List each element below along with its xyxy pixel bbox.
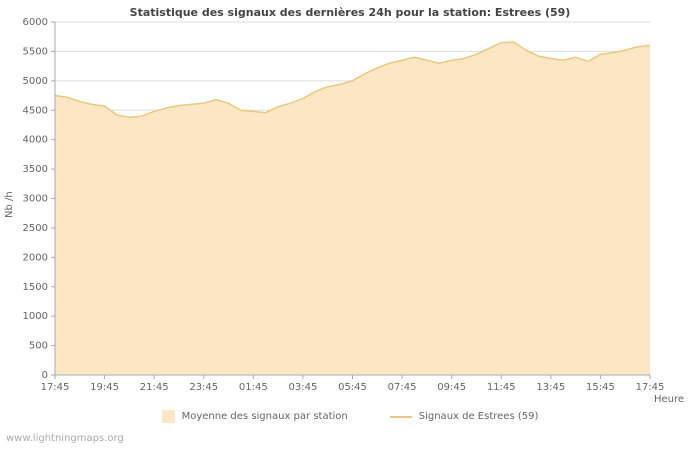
y-tick-label: 3000 [23,194,48,205]
area-series-average [55,42,650,376]
x-tick-label: 17:45 [41,382,70,393]
legend: Moyenne des signaux par station Signaux … [0,410,700,423]
y-tick-label: 500 [29,341,48,352]
y-tick-label: 5500 [23,46,48,57]
legend-label-average: Moyenne des signaux par station [181,411,348,422]
line-swatch-icon [389,415,412,418]
y-axis-label: Nb /h [4,191,15,218]
y-tick-label: 4500 [23,105,48,116]
y-tick-label: 4000 [23,135,48,146]
x-tick-label: 17:45 [636,382,665,393]
y-tick-label: 1500 [23,282,48,293]
x-tick-label: 11:45 [487,382,516,393]
x-tick-label: 07:45 [388,382,417,393]
y-tick-label: 0 [42,370,48,381]
x-tick-label: 21:45 [140,382,169,393]
y-tick-label: 1000 [23,311,48,322]
x-tick-label: 19:45 [90,382,119,393]
watermark: www.lightningmaps.org [6,433,124,444]
y-tick-label: 5000 [23,76,48,87]
x-tick-label: 05:45 [338,382,367,393]
x-axis-label: Heure [653,394,684,405]
x-tick-label: 09:45 [437,382,466,393]
chart-title: Statistique des signaux des dernières 24… [129,6,571,19]
y-tick-label: 2500 [23,223,48,234]
x-tick-label: 03:45 [289,382,318,393]
legend-label-station: Signaux de Estrees (59) [418,411,539,422]
area-swatch-icon [161,410,175,423]
y-tick-label: 3500 [23,164,48,175]
x-tick-label: 23:45 [189,382,218,393]
legend-item-station: Signaux de Estrees (59) [389,411,539,422]
x-tick-label: 13:45 [536,382,565,393]
x-tick-label: 01:45 [239,382,268,393]
line-series-station [54,41,651,119]
x-tick-label: 15:45 [586,382,615,393]
y-tick-label: 6000 [23,17,48,28]
y-tick-label: 2000 [23,252,48,263]
legend-item-average: Moyenne des signaux par station [161,410,348,423]
